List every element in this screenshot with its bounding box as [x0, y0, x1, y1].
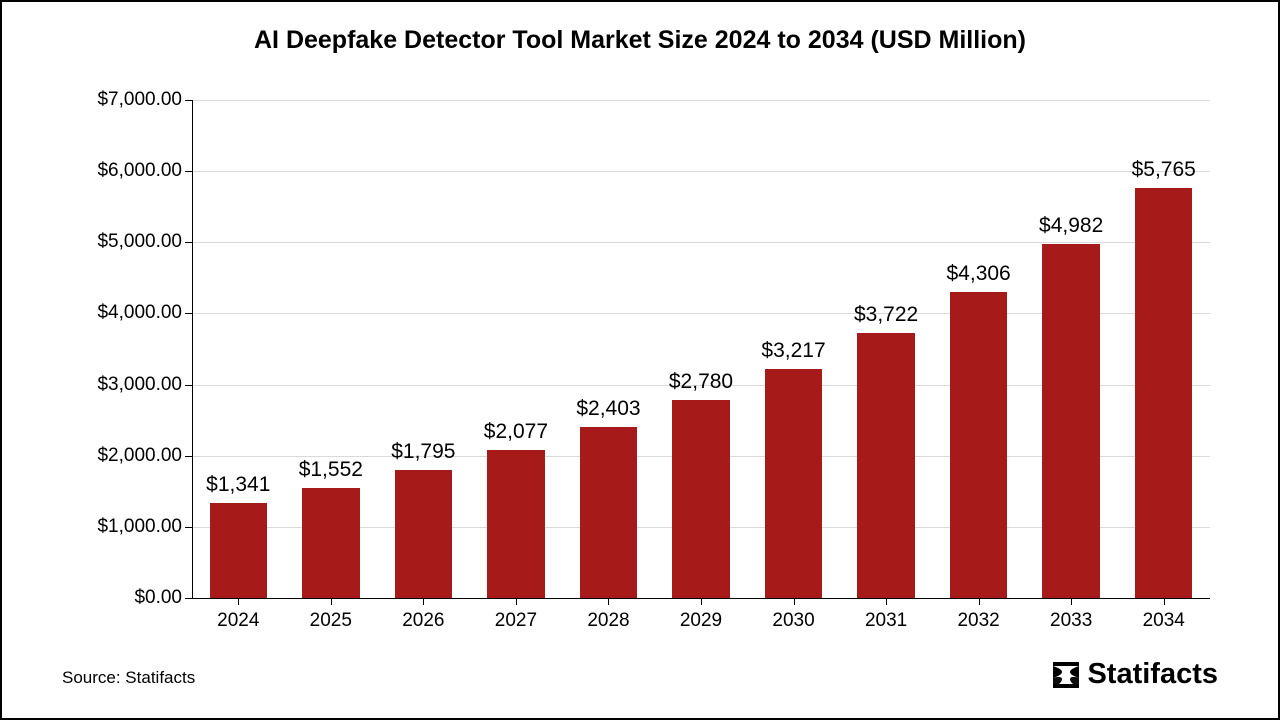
brand-logo: Statifacts — [1051, 658, 1218, 691]
bar — [950, 292, 1007, 598]
x-axis-label: 2033 — [1050, 598, 1092, 632]
bar — [1042, 244, 1099, 598]
bar — [672, 400, 729, 598]
y-axis-label: $0.00 — [134, 587, 192, 609]
x-axis-label: 2028 — [587, 598, 629, 632]
bar-value-label: $2,403 — [576, 397, 640, 421]
x-axis-label: 2032 — [957, 598, 999, 632]
bar-value-label: $2,780 — [669, 370, 733, 394]
bar-value-label: $4,306 — [947, 262, 1011, 286]
bar-value-label: $3,217 — [761, 339, 825, 363]
y-axis-label: $5,000.00 — [97, 231, 192, 253]
x-axis-label: 2031 — [865, 598, 907, 632]
gridline — [192, 100, 1210, 101]
bar-value-label: $5,765 — [1132, 158, 1196, 182]
statifacts-icon — [1051, 660, 1081, 690]
chart-title: AI Deepfake Detector Tool Market Size 20… — [2, 26, 1278, 55]
x-axis-label: 2024 — [217, 598, 259, 632]
y-axis-label: $7,000.00 — [97, 89, 192, 111]
x-axis-label: 2025 — [310, 598, 352, 632]
brand-text: Statifacts — [1087, 658, 1218, 691]
x-axis-label: 2027 — [495, 598, 537, 632]
y-axis-label: $6,000.00 — [97, 160, 192, 182]
x-axis-label: 2030 — [772, 598, 814, 632]
bar-value-label: $4,982 — [1039, 214, 1103, 238]
bar-value-label: $3,722 — [854, 303, 918, 327]
y-axis-label: $3,000.00 — [97, 374, 192, 396]
bar — [857, 333, 914, 598]
y-axis-label: $4,000.00 — [97, 302, 192, 324]
chart-frame: AI Deepfake Detector Tool Market Size 20… — [0, 0, 1280, 720]
bar — [1135, 188, 1192, 598]
bar — [395, 470, 452, 598]
x-axis-label: 2034 — [1143, 598, 1185, 632]
x-axis-label: 2026 — [402, 598, 444, 632]
plot-area: $0.00$1,000.00$2,000.00$3,000.00$4,000.0… — [192, 100, 1210, 598]
bar — [580, 427, 637, 598]
gridline — [192, 171, 1210, 172]
source-attribution: Source: Statifacts — [62, 668, 195, 688]
bar-value-label: $1,341 — [206, 473, 270, 497]
bar-value-label: $1,795 — [391, 440, 455, 464]
bar-value-label: $2,077 — [484, 420, 548, 444]
bar — [210, 503, 267, 598]
bar — [765, 369, 822, 598]
bar — [302, 488, 359, 598]
bar — [487, 450, 544, 598]
y-axis-label: $2,000.00 — [97, 445, 192, 467]
bar-value-label: $1,552 — [299, 458, 363, 482]
y-axis-label: $1,000.00 — [97, 516, 192, 538]
x-axis-label: 2029 — [680, 598, 722, 632]
y-axis — [192, 100, 193, 598]
